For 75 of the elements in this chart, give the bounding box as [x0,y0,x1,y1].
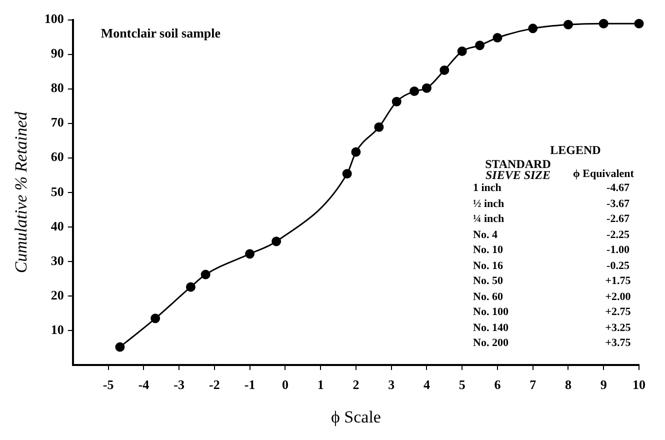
y-tick-label: 30 [50,252,64,268]
annotation: +1.75 [604,274,632,289]
x-tick-label: 8 [564,377,572,392]
y-tick-label: 10 [50,322,64,337]
x-tick-label: 9 [600,377,608,392]
x-tick-label: -3 [174,377,185,392]
point [440,65,450,75]
point [492,33,502,42]
x-tick-label: 3 [388,377,396,392]
point [245,249,255,259]
y-tick-label: 80 [50,80,64,96]
annotation: -2.67 [606,212,630,227]
x-tick-label: 5 [458,377,466,392]
annotation: No. 10 [472,243,504,258]
y-tick-label: 90 [50,46,64,61]
annotation: No. 50 [472,274,504,289]
point [351,147,361,157]
x-tick-label: 7 [530,377,537,392]
text: Montclair soil sample [100,26,221,41]
y-tick-label: 50 [50,184,64,199]
x-tick-label: 2 [352,377,360,392]
point [374,122,384,132]
x-tick-label: -4 [138,377,150,392]
x-tick-label: -2 [209,377,220,392]
point [200,270,210,280]
annotation: -1.00 [606,243,630,258]
point [563,20,573,30]
y-tick-label: 70 [50,114,64,130]
point [272,236,282,246]
annotation: No. 140 [472,320,510,336]
annotation: No. 16 [472,258,504,274]
y-tick-label: 40 [50,218,64,234]
annotation: 1 inch [472,181,502,196]
point [422,83,432,93]
annotation: ½ inch [472,196,506,212]
annotation: SIEVE SIZE [484,168,552,182]
x-tick-label: 1 [317,377,324,392]
y-tick-label: 100 [44,11,64,26]
annotation: No. 100 [472,305,510,320]
y-axis-title: Cumulative % Retained [12,111,31,274]
annotation: -0.25 [606,258,630,274]
point [475,40,485,50]
point [598,18,608,28]
annotation: +2.00 [604,290,632,304]
annotation: -3.67 [606,196,630,212]
x-tick-label: -1 [244,377,256,392]
annotation: +3.25 [604,320,632,336]
annotation: STANDARD [484,157,552,171]
x-tick-label: -5 [102,377,114,392]
annotation: +3.75 [604,336,632,351]
x-tick-label: 0 [282,377,288,392]
y-tick-label: 20 [50,287,64,302]
x-tick-label: 4 [423,377,430,392]
annotation: +2.75 [604,305,632,320]
annotation: No. 60 [472,290,504,304]
x-tick-label: 6 [494,377,502,392]
point [150,314,160,324]
point [634,18,644,28]
annotation: ¼ inch [472,212,506,227]
point [186,282,196,292]
x-tick-label: 10 [632,377,646,392]
y-tick-label: 60 [50,149,64,164]
point [457,46,467,56]
annotation: -4.67 [606,181,630,196]
annotation: LEGEND [549,143,602,157]
annotation: ϕ Equivalent [573,168,634,181]
annotation: No. 4 [472,228,498,242]
point [115,342,125,352]
x-axis-title: ϕ Scale [330,407,381,426]
point [392,96,402,106]
annotation: No. 200 [472,336,510,351]
point [528,24,538,34]
annotation: -2.25 [606,228,630,242]
point [342,169,352,179]
point [410,86,420,96]
